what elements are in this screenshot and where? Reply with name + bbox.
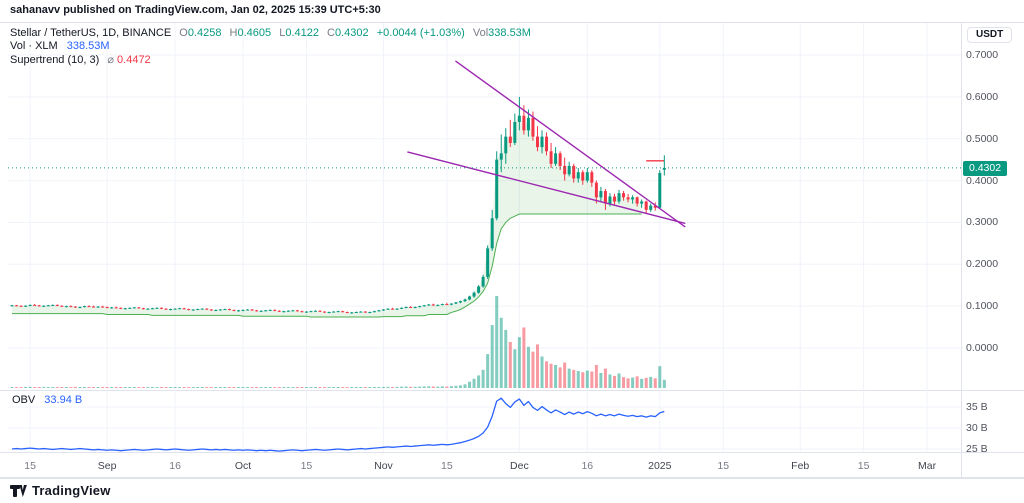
time-axis-label: Nov [374, 460, 393, 472]
symbol-legend: Stellar / TetherUS, 1D, BINANCE O0.4258 … [10, 27, 531, 39]
time-axis-label: 15 [717, 460, 730, 472]
obv-legend: OBV 33.94 B [12, 394, 82, 406]
volume-study-value: 338.53M [66, 40, 110, 52]
obv-value: 33.94 B [44, 394, 83, 406]
obv-axis-label: 25 B [966, 443, 988, 455]
obv-axis-label: 35 B [966, 401, 988, 413]
price-axis-label: 0.5000 [966, 132, 999, 145]
low-label: L [279, 27, 286, 39]
time-axis-label: 16 [581, 460, 594, 472]
time-axis-label: 15 [857, 460, 870, 472]
currency-unit-chip: USDT [967, 27, 1013, 43]
time-axis-label: Feb [791, 460, 810, 472]
time-axis-label: Oct [234, 460, 252, 472]
low-value: 0.4122 [285, 27, 319, 39]
volume-label: Vol [472, 27, 489, 39]
tradingview-logo-icon[interactable] [10, 484, 27, 498]
price-axis-label: 0.6000 [966, 90, 999, 103]
volume-study-title: Vol · XLM [10, 40, 58, 52]
open-label: O [179, 27, 188, 39]
time-axis-label: 15 [441, 460, 453, 472]
price-axis-label: 0.0000 [966, 342, 999, 354]
time-axis-label: Mar [918, 460, 937, 472]
average-icon: ⌀ [107, 54, 114, 66]
price-axis-label: 0.4000 [966, 174, 999, 187]
high-label: H [229, 27, 238, 39]
publish-caption: sahanavv published on TradingView.com, J… [10, 4, 381, 16]
volume-study-legend: Vol · XLM 338.53M [10, 40, 110, 52]
time-axis-label: 2025 [648, 460, 672, 472]
supertrend-value: 0.4472 [117, 54, 151, 66]
time-axis-label: 15 [300, 460, 313, 472]
close-value: 0.4302 [335, 27, 369, 39]
brand-wordmark[interactable]: TradingView [32, 483, 111, 498]
time-axis-label: Sep [97, 460, 117, 472]
time-axis-label: 15 [24, 460, 36, 472]
high-value: 0.4605 [237, 27, 272, 39]
obv-axis-label: 30 B [966, 422, 988, 434]
price-axis-label: 0.7000 [966, 49, 999, 61]
supertrend-legend: Supertrend (10, 3) ⌀ 0.4472 [10, 53, 151, 66]
volume-value: 338.53M [488, 27, 531, 39]
open-value: 0.4258 [187, 27, 222, 39]
time-axis-label: 16 [169, 460, 181, 472]
footer-bar: TradingView [0, 478, 1024, 502]
close-label: C [327, 27, 335, 39]
change-value: +0.0044 (+1.03%) [376, 27, 465, 39]
supertrend-title: Supertrend (10, 3) [10, 54, 100, 66]
price-axis-label: 0.1000 [966, 300, 999, 313]
symbol-title: Stellar / TetherUS, 1D, BINANCE [10, 27, 172, 39]
last-price-tag: 0.4302 [963, 160, 1007, 176]
obv-title: OBV [12, 394, 36, 406]
time-axis-label: Dec [510, 460, 529, 472]
price-axis-label: 0.3000 [966, 216, 999, 229]
price-axis-label: 0.2000 [966, 258, 999, 271]
